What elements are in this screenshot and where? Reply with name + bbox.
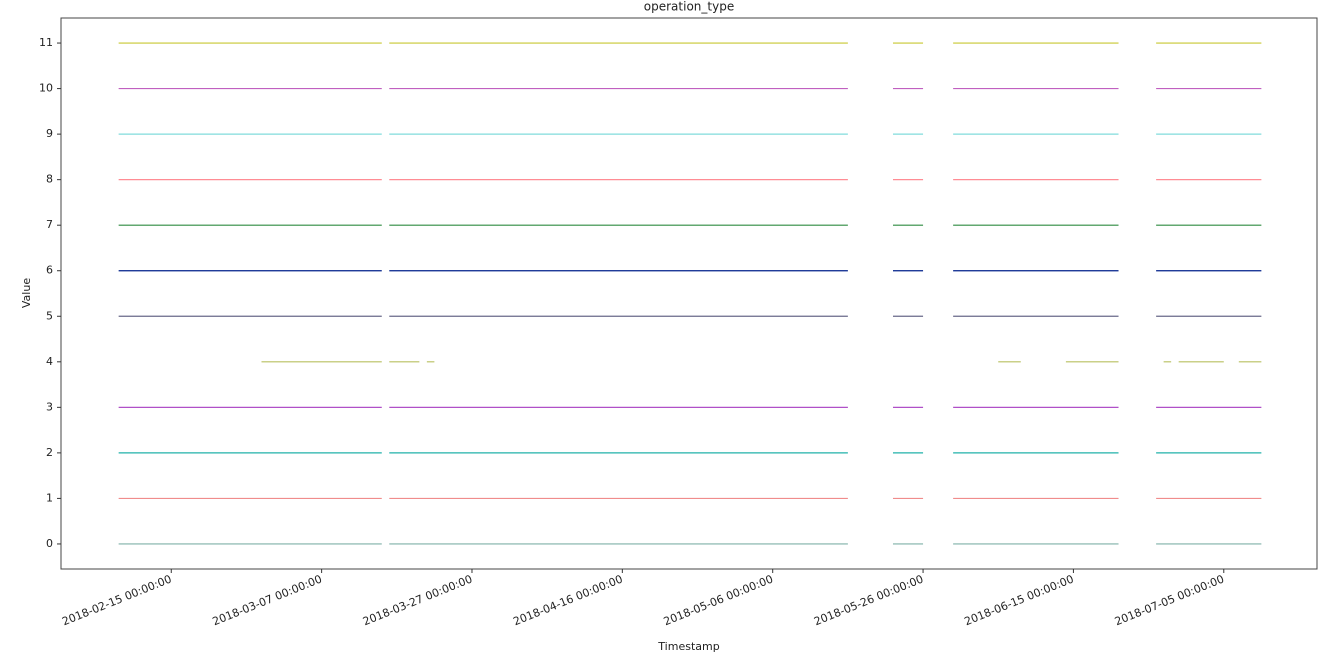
x-tick-label: 2018-03-27 00:00:00 — [361, 573, 474, 629]
y-tick-label: 10 — [39, 82, 53, 95]
y-axis-label: Value — [20, 278, 33, 308]
y-tick-label: 1 — [46, 491, 53, 504]
x-tick-label: 2018-05-26 00:00:00 — [812, 573, 925, 629]
x-tick-label: 2018-05-06 00:00:00 — [662, 573, 775, 629]
y-tick-label: 0 — [46, 537, 53, 550]
x-tick-label: 2018-07-05 00:00:00 — [1113, 573, 1226, 629]
y-tick-label: 2 — [46, 446, 53, 459]
y-tick-label: 11 — [39, 36, 53, 49]
y-tick-label: 3 — [46, 400, 53, 413]
x-tick-label: 2018-03-07 00:00:00 — [211, 573, 324, 629]
x-tick-label: 2018-02-15 00:00:00 — [60, 573, 173, 629]
plot-frame — [60, 17, 1318, 570]
chart-title: operation_type — [644, 0, 734, 14]
x-tick-label: 2018-04-16 00:00:00 — [511, 573, 624, 629]
x-tick-label: 2018-06-15 00:00:00 — [962, 573, 1075, 629]
y-tick-label: 6 — [46, 264, 53, 277]
y-tick-label: 7 — [46, 218, 53, 231]
y-tick-label: 5 — [46, 309, 53, 322]
x-axis-label: Timestamp — [657, 640, 719, 653]
y-tick-label: 4 — [46, 355, 53, 368]
y-tick-label: 9 — [46, 127, 53, 140]
y-tick-label: 8 — [46, 173, 53, 186]
